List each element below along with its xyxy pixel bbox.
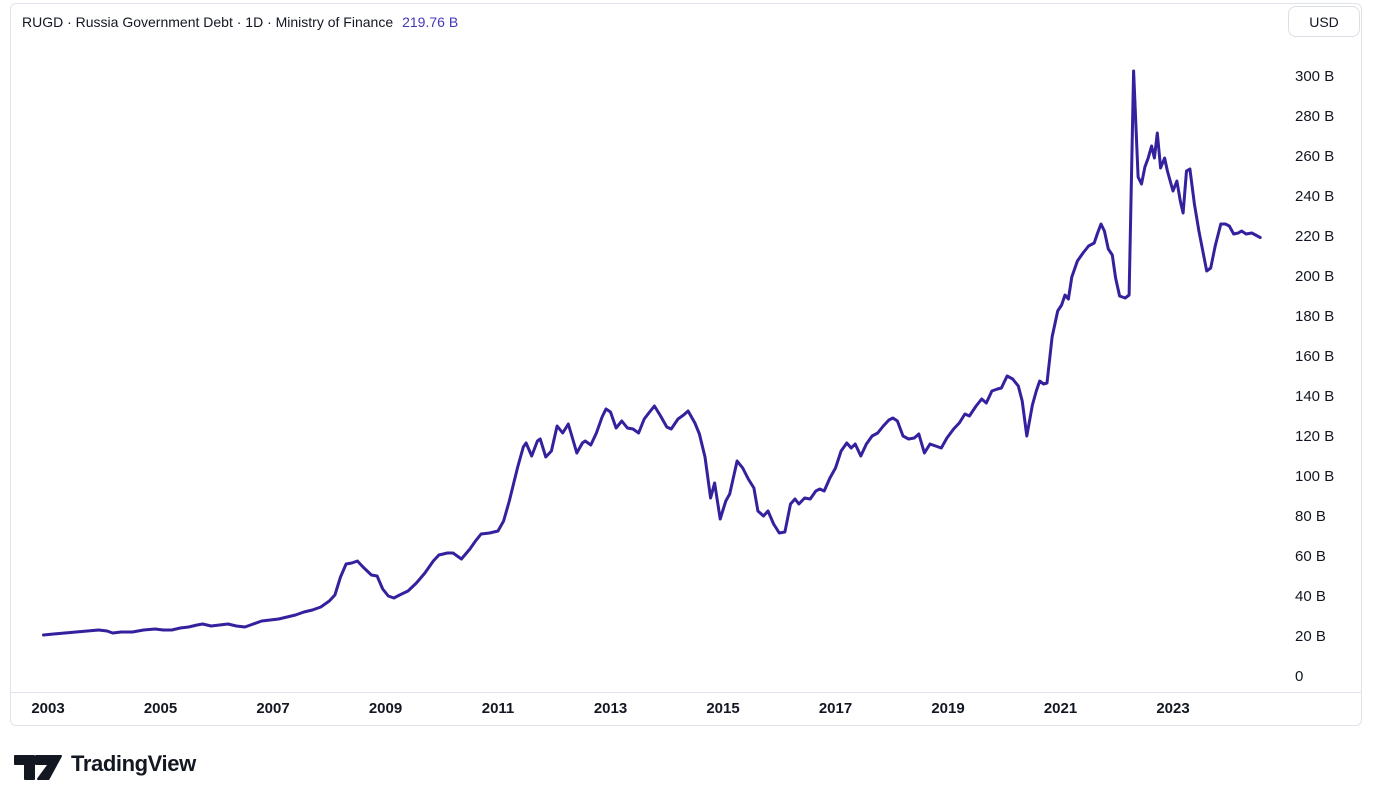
chart-legend[interactable]: RUGD · Russia Government Debt · 1D · Min…: [22, 13, 458, 31]
time-tick-label: 2019: [931, 700, 965, 717]
last-value: 219.76 B: [402, 14, 459, 30]
price-tick-label: 120 B: [1295, 428, 1335, 445]
symbol-title[interactable]: RUGD · Russia Government Debt · 1D · Min…: [22, 14, 394, 30]
time-tick-label: 2015: [706, 700, 740, 717]
price-tick-label: 220 B: [1295, 228, 1335, 245]
time-tick-label: 2017: [818, 700, 853, 717]
debt-line-series[interactable]: [42, 69, 1262, 637]
time-axis-separator: [11, 692, 1362, 693]
time-tick-label: 2011: [481, 700, 515, 717]
price-tick-label: 300 B: [1295, 68, 1335, 85]
time-tick-label: 2023: [1156, 700, 1190, 717]
tradingview-logo-icon: [14, 755, 62, 780]
price-tick-label: 20 B: [1295, 628, 1326, 645]
price-tick-label: 260 B: [1295, 148, 1335, 165]
currency-button[interactable]: USD: [1288, 6, 1360, 37]
tradingview-brand-text: TradingView: [71, 751, 196, 776]
price-tick-label: 200 B: [1295, 268, 1335, 285]
time-tick-label: 2021: [1043, 700, 1078, 717]
price-tick-label: 140 B: [1295, 388, 1335, 405]
time-tick-label: 2007: [256, 700, 290, 717]
tradingview-attribution[interactable]: TradingView: [14, 747, 196, 781]
price-tick-label: 240 B: [1295, 188, 1335, 205]
price-tick-label: 80 B: [1295, 508, 1326, 525]
price-tick-label: 60 B: [1295, 548, 1326, 565]
time-tick-label: 2005: [143, 700, 178, 717]
price-tick-label: 180 B: [1295, 308, 1335, 325]
price-tick-label: 160 B: [1295, 348, 1335, 365]
price-tick-label: 0: [1295, 668, 1304, 685]
time-tick-label: 2013: [593, 700, 628, 717]
price-tick-label: 40 B: [1295, 588, 1326, 605]
price-tick-label: 280 B: [1295, 108, 1335, 125]
plot-area[interactable]: [0, 0, 1374, 740]
time-tick-label: 2003: [31, 700, 65, 717]
price-tick-label: 100 B: [1295, 468, 1335, 485]
time-tick-label: 2009: [368, 700, 403, 717]
